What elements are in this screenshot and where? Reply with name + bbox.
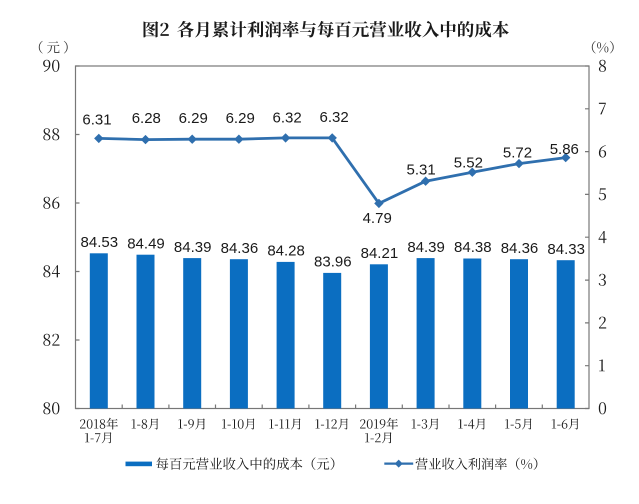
svg-text:6.28: 6.28 xyxy=(132,110,161,127)
svg-text:6.29: 6.29 xyxy=(226,110,255,127)
svg-text:84.28: 84.28 xyxy=(267,243,305,260)
svg-text:6.32: 6.32 xyxy=(319,109,348,126)
svg-text:84.39: 84.39 xyxy=(174,239,212,256)
svg-text:84.21: 84.21 xyxy=(361,245,399,262)
svg-text:84.33: 84.33 xyxy=(547,241,585,258)
svg-text:84.49: 84.49 xyxy=(127,235,165,252)
svg-text:84.36: 84.36 xyxy=(501,240,539,257)
svg-text:84.39: 84.39 xyxy=(407,239,445,256)
svg-text:5.72: 5.72 xyxy=(503,144,532,161)
svg-text:6.32: 6.32 xyxy=(272,110,301,127)
svg-text:5.52: 5.52 xyxy=(454,155,483,172)
svg-text:84.53: 84.53 xyxy=(81,234,119,251)
svg-text:5.31: 5.31 xyxy=(406,161,435,178)
svg-text:5.86: 5.86 xyxy=(550,141,579,158)
svg-text:83.96: 83.96 xyxy=(314,254,352,271)
svg-text:84.38: 84.38 xyxy=(454,239,492,256)
svg-text:4.79: 4.79 xyxy=(363,210,392,227)
svg-text:84.36: 84.36 xyxy=(221,240,259,257)
svg-text:6.31: 6.31 xyxy=(82,112,111,129)
svg-text:6.29: 6.29 xyxy=(179,110,208,127)
